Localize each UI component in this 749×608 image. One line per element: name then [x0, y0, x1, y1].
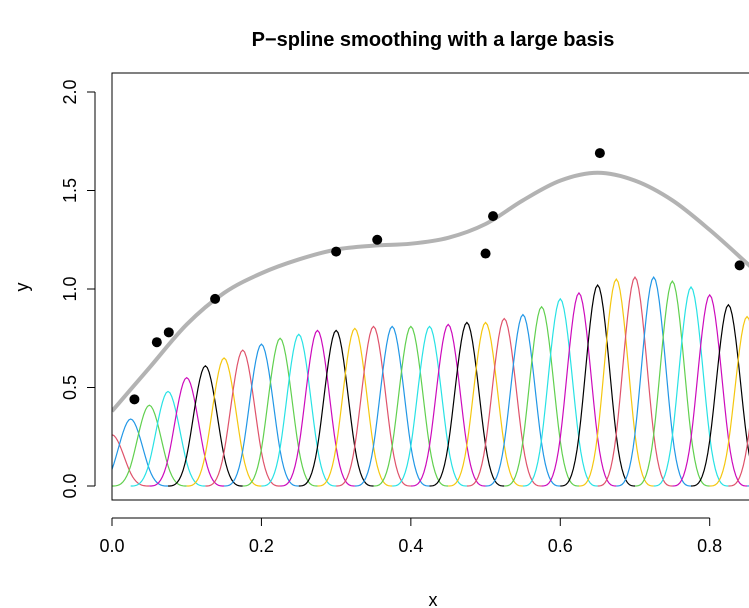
basis-function	[261, 333, 337, 487]
data-point	[594, 148, 605, 159]
y-tick-label: 0.0	[60, 473, 80, 498]
basis-function	[186, 357, 262, 487]
y-axis-label: y	[12, 283, 32, 292]
chart-title: P−spline smoothing with a large basis	[252, 29, 615, 51]
x-tick-label: 0.2	[249, 536, 274, 556]
basis-function	[578, 278, 654, 487]
basis-function	[522, 297, 598, 487]
smooth-curve-layer	[112, 170, 749, 413]
y-tick-label: 2.0	[60, 79, 80, 104]
basis-function	[149, 376, 225, 487]
y-tick-label: 1.0	[60, 276, 80, 301]
basis-function	[597, 276, 673, 487]
basis-function	[541, 291, 617, 487]
basis-function	[224, 343, 299, 487]
basis-function	[168, 365, 243, 487]
basis-function	[653, 285, 729, 487]
basis-function	[672, 293, 748, 487]
basis-function	[634, 280, 710, 487]
data-point	[372, 234, 383, 245]
data-point	[151, 337, 162, 348]
x-tick-label: 0.4	[398, 536, 423, 556]
data-point	[488, 211, 499, 222]
basis-function	[728, 427, 749, 487]
basis-function	[280, 329, 355, 487]
basis-function	[205, 349, 281, 487]
data-point	[163, 327, 174, 338]
x-tick-label: 0.6	[548, 536, 573, 556]
basis-function	[392, 325, 467, 487]
basis-function	[429, 321, 505, 487]
data-point	[734, 260, 745, 271]
basis-function	[298, 329, 374, 487]
smooth-curve	[112, 170, 749, 413]
basis-functions	[112, 276, 749, 487]
basis-function	[709, 315, 749, 487]
basis-function	[691, 303, 749, 487]
data-point	[331, 246, 342, 257]
basis-function	[112, 418, 169, 487]
basis-function	[242, 337, 318, 487]
data-point	[129, 394, 140, 405]
x-axis-label: x	[429, 590, 438, 608]
x-tick-label: 0.8	[697, 536, 722, 556]
basis-function	[485, 313, 561, 487]
data-points	[129, 148, 745, 405]
basis-function	[448, 321, 523, 487]
basis-function	[616, 276, 692, 487]
y-tick-label: 0.5	[60, 375, 80, 400]
data-point	[480, 248, 491, 259]
basis-function	[560, 283, 636, 487]
basis-function	[504, 305, 579, 487]
basis-function	[112, 404, 187, 487]
data-point	[210, 293, 221, 304]
basis-function	[336, 325, 411, 487]
basis-function	[112, 434, 150, 487]
basis-function	[410, 323, 486, 487]
basis-function	[466, 317, 542, 487]
basis-function	[354, 325, 430, 487]
plot-box	[111, 72, 749, 501]
basis-function	[317, 327, 393, 487]
y-tick-label: 1.5	[60, 178, 80, 203]
basis-function	[373, 325, 449, 487]
axes: 0.0 0.2 0.4 0.6 0.8 0.0 0.5 1.0 1.5 2.0	[60, 79, 722, 556]
x-tick-label: 0.0	[99, 536, 124, 556]
basis-function	[130, 390, 206, 487]
